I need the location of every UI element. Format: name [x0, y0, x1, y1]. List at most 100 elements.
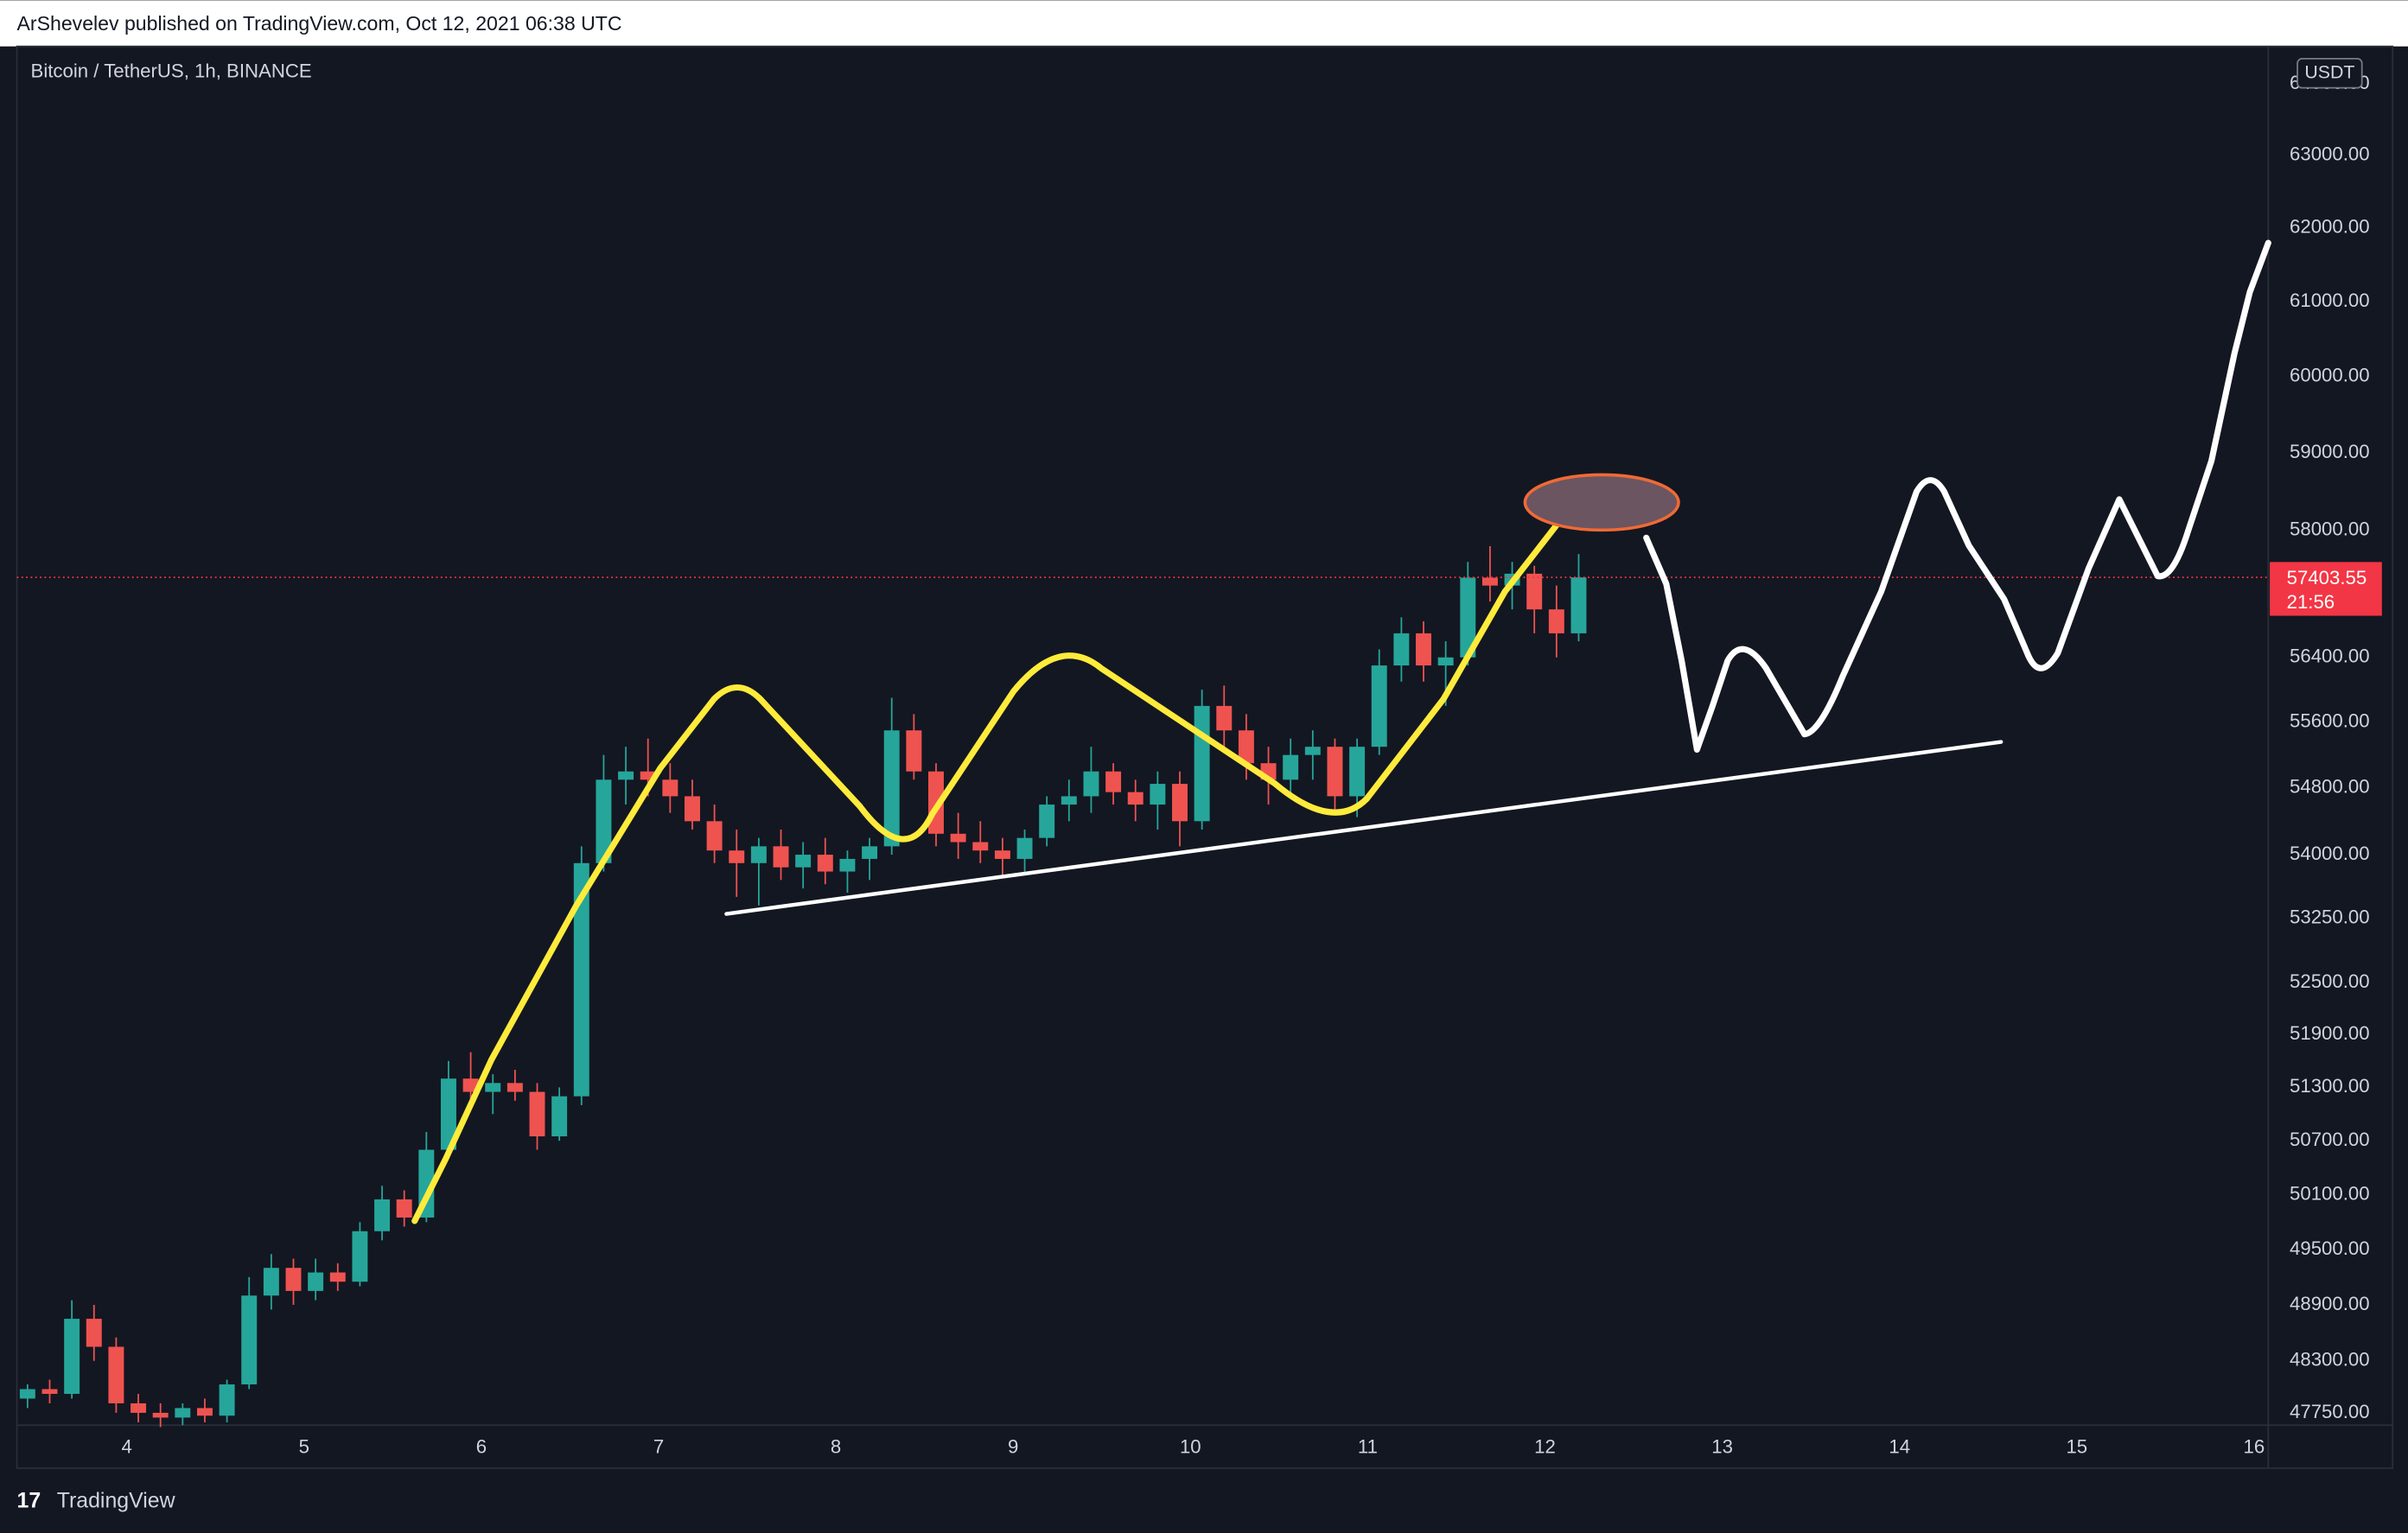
candle-body	[883, 730, 900, 847]
candle-body	[596, 779, 612, 863]
candle-body	[1194, 705, 1210, 822]
candle-body	[817, 855, 833, 872]
candle-body	[839, 858, 856, 872]
candle-body	[308, 1272, 324, 1291]
candle-body	[994, 850, 1010, 859]
x-tick-label: 4	[122, 1436, 132, 1458]
candle-body	[152, 1412, 169, 1418]
header-bar	[0, 0, 2408, 47]
candle-body	[1016, 837, 1033, 859]
y-tick-label: 56400.00	[2290, 646, 2370, 667]
candle-body	[374, 1199, 391, 1231]
y-tick-label: 55600.00	[2290, 710, 2370, 732]
candle-body	[529, 1091, 545, 1136]
candle-body	[175, 1408, 191, 1418]
candle-body	[1327, 747, 1343, 797]
projection-path	[1643, 239, 2271, 754]
candle-body	[1172, 784, 1188, 822]
y-tick-label: 54800.00	[2290, 776, 2370, 798]
x-tick-label: 15	[2066, 1436, 2087, 1458]
candle-body	[396, 1199, 412, 1218]
candle-body	[1150, 784, 1166, 805]
x-tick-label: 12	[1534, 1436, 1556, 1458]
candle-body	[1481, 577, 1498, 586]
y-tick-label: 51300.00	[2290, 1075, 2370, 1097]
x-tick-label: 5	[299, 1436, 309, 1458]
y-tick-label: 60000.00	[2290, 365, 2370, 386]
candle-body	[618, 771, 634, 780]
candle-body	[1216, 705, 1233, 731]
candle-body	[773, 846, 789, 868]
frame	[16, 45, 2394, 1469]
candle-body	[1393, 633, 1410, 666]
y-tick-label: 51900.00	[2290, 1022, 2370, 1044]
candle-body	[219, 1384, 235, 1416]
publisher: ArShevelev published on TradingView.com,…	[17, 12, 622, 35]
candle-body	[108, 1346, 124, 1403]
y-tick-label: 47750.00	[2290, 1401, 2370, 1422]
candle-body	[750, 846, 767, 863]
candle-body	[352, 1231, 368, 1282]
candle-body	[131, 1403, 147, 1413]
candle-body	[1349, 747, 1366, 797]
x-tick-label: 6	[476, 1436, 487, 1458]
y-tick-label: 63000.00	[2290, 143, 2370, 165]
y-tick-label: 48300.00	[2290, 1349, 2370, 1371]
candle-body	[241, 1295, 258, 1385]
y-tick-label: 50100.00	[2290, 1183, 2370, 1205]
candle-body	[862, 846, 878, 859]
x-tick-label: 9	[1008, 1436, 1018, 1458]
drawings	[411, 239, 2271, 1224]
candle-body	[1570, 577, 1587, 633]
currency: USDT	[2304, 61, 2354, 82]
candle-body	[1283, 754, 1299, 780]
candle-body	[462, 1078, 479, 1092]
x-tick-label: 16	[2244, 1436, 2265, 1458]
y-tick-label: 53250.00	[2290, 906, 2370, 927]
candle-body	[41, 1389, 58, 1394]
x-tick-label: 10	[1180, 1436, 1201, 1458]
candle-body	[1127, 792, 1143, 805]
candle-body	[729, 850, 745, 863]
candle-body	[1437, 657, 1454, 666]
y-tick-label: 54000.00	[2290, 843, 2370, 864]
currency-box	[2297, 58, 2363, 89]
candle-body	[196, 1408, 213, 1416]
y-tick-label: 48900.00	[2290, 1293, 2370, 1314]
x-tick-label: 14	[1889, 1436, 1910, 1458]
candle-body	[685, 796, 700, 822]
candle-body	[1105, 771, 1122, 792]
trend-line	[724, 740, 2003, 916]
countdown: 21:56	[2287, 591, 2335, 613]
candle-body	[506, 1083, 523, 1092]
logo: TradingView	[57, 1489, 176, 1513]
candle-body	[950, 833, 966, 843]
chart-title: Bitcoin / TetherUS, 1h, BINANCE	[31, 60, 312, 82]
x-tick-label: 7	[653, 1436, 664, 1458]
y-tick-label: 58000.00	[2290, 518, 2370, 540]
y-tick-label: 62000.00	[2290, 216, 2370, 238]
candle-body	[706, 821, 723, 851]
x-tick-label: 8	[831, 1436, 841, 1458]
y-tick-label: 59000.00	[2290, 441, 2370, 462]
candle-body	[1304, 747, 1321, 755]
candle-body	[1083, 771, 1099, 797]
y-tick-label: 50700.00	[2290, 1129, 2370, 1150]
logo-mark: 17	[17, 1489, 41, 1513]
candle-body	[1061, 796, 1077, 805]
candle-body	[662, 779, 678, 797]
candle-body	[972, 842, 989, 851]
yellow-path	[411, 518, 1562, 1224]
candle-body	[1039, 805, 1055, 838]
y-tick-label: 61000.00	[2290, 289, 2370, 311]
candle-body	[1371, 665, 1387, 747]
candle-body	[1526, 573, 1543, 610]
candle-body	[1416, 633, 1431, 666]
candle-body	[906, 730, 922, 772]
candle-body	[64, 1319, 80, 1394]
candle-body	[640, 771, 656, 780]
x-tick-label: 13	[1711, 1436, 1733, 1458]
last-price-label: 57403.55	[2287, 567, 2367, 588]
